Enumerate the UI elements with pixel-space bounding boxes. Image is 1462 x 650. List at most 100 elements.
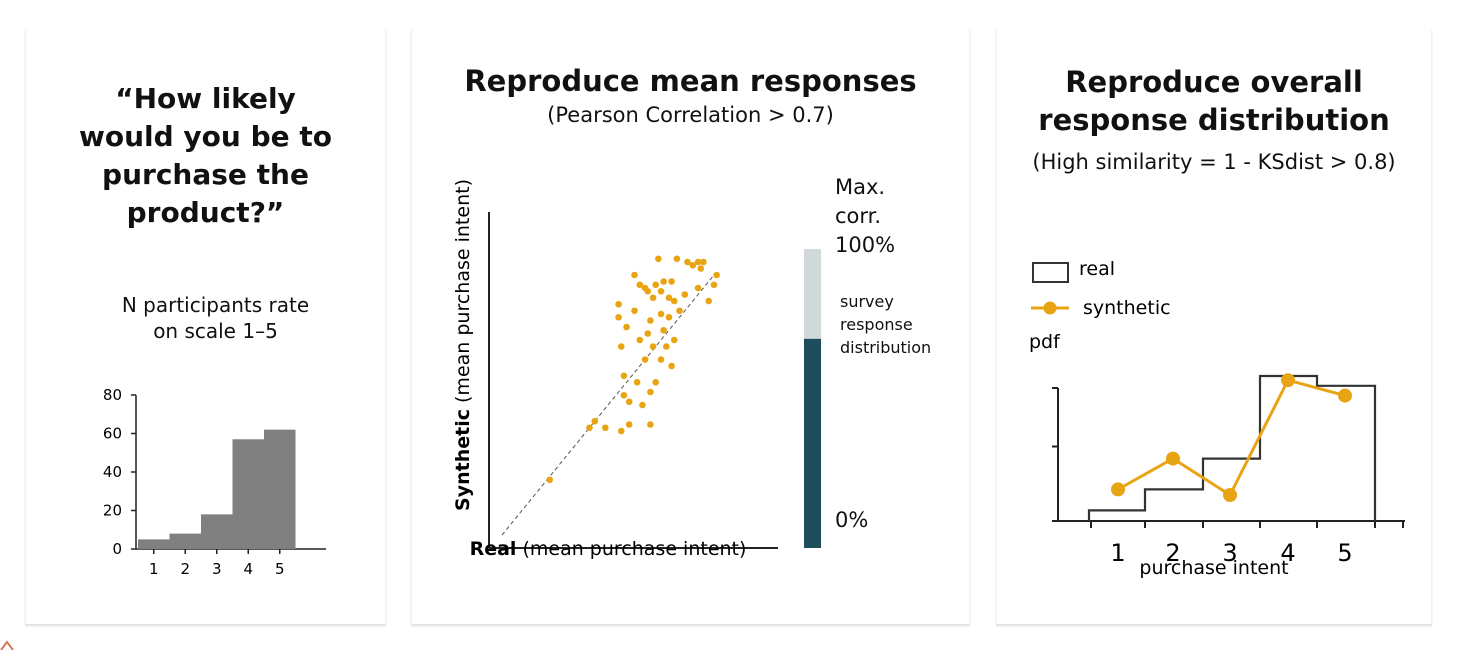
scatter-point — [657, 310, 665, 318]
scatter-point — [636, 336, 644, 344]
scatter-point — [681, 291, 689, 298]
scatter-chart: Synthetic (mean purchase intent) Real (m… — [452, 179, 821, 560]
scatter-point — [647, 317, 654, 324]
scatter-point — [697, 265, 705, 272]
scatter-point — [660, 278, 667, 285]
synthetic-marker — [1281, 373, 1295, 388]
scatter-point — [631, 271, 638, 279]
scatter-points — [546, 255, 720, 484]
histogram-bar — [232, 439, 264, 549]
scatter-point — [705, 297, 712, 305]
question-card: “How likely would you be to purchase the… — [25, 30, 386, 624]
scatter-point — [615, 300, 622, 308]
scatter-point — [649, 343, 657, 350]
scatter-point — [670, 336, 678, 344]
scatter-point — [665, 294, 673, 302]
scatter-point — [591, 417, 599, 425]
pdf-label: pdf — [1029, 331, 1061, 353]
scatter-point — [673, 255, 681, 263]
distribution-axes — [1052, 387, 1405, 528]
x-tick-label: 5 — [275, 560, 285, 578]
y-axis-label: Synthetic (mean purchase intent) — [452, 179, 474, 511]
scatter-point — [586, 424, 593, 432]
distribution-x-label: purchase intent — [1139, 557, 1288, 579]
rating-histogram: 0 20 40 60 80 1 2 3 4 5 — [103, 386, 326, 578]
legend-real-swatch — [1032, 262, 1069, 283]
histogram-bar — [138, 539, 170, 549]
distribution-card: Reproduce overall response distribution … — [996, 30, 1432, 624]
scatter-point — [663, 343, 670, 350]
mean-responses-subtitle: (Pearson Correlation > 0.7) — [547, 103, 834, 127]
pdf-x-tick-label: 1 — [1110, 539, 1125, 567]
scatter-point — [694, 284, 702, 292]
scatter-point — [617, 343, 625, 350]
scatter-point — [620, 372, 628, 380]
scatter-point — [710, 281, 718, 289]
legend-synthetic-label: synthetic — [1083, 297, 1171, 319]
histogram-tick-labels: 0 20 40 60 80 1 2 3 4 5 — [103, 386, 285, 578]
scatter-point — [660, 326, 667, 334]
scatter-point — [647, 421, 654, 428]
scatter-point — [546, 476, 553, 484]
scatter-point — [631, 307, 638, 315]
x-tick-label: 1 — [149, 560, 159, 578]
scatter-point — [700, 258, 707, 266]
scatter-point — [655, 255, 662, 263]
scatter-point — [670, 297, 678, 305]
real-step-series — [1087, 374, 1377, 521]
synthetic-marker — [1338, 388, 1352, 403]
pdf-x-tick-label: 3 — [1222, 539, 1237, 567]
scatter-point — [652, 378, 659, 386]
scatter-point — [694, 258, 702, 266]
y-tick-label: 20 — [103, 502, 122, 520]
scatter-point — [713, 271, 720, 279]
scatter-point — [633, 378, 641, 386]
scatter-point — [649, 294, 657, 302]
x-tick-label: 4 — [243, 560, 253, 578]
histogram-bar — [169, 533, 201, 549]
pdf-x-tick-label: 5 — [1337, 539, 1352, 567]
correlation-bar-fill — [804, 338, 821, 548]
distribution-chart: real synthetic pdf 1 2 3 4 5 purchase intent — [1029, 258, 1405, 579]
corner-mark-icon — [0, 640, 14, 650]
histogram-bar — [264, 429, 296, 549]
scatter-axes — [488, 212, 778, 549]
bar-mid-label: survey response distribution — [840, 292, 932, 357]
distribution-subtitle: (High similarity = 1 - KSdist > 0.8) — [1032, 150, 1396, 174]
real-step-line — [1087, 374, 1377, 521]
scatter-point — [639, 401, 646, 409]
y-tick-label: 80 — [103, 386, 122, 404]
x-axis-label: Real (mean purchase intent) — [470, 538, 747, 560]
histogram-bar — [201, 514, 233, 549]
x-tick-label: 2 — [180, 560, 190, 578]
scatter-point — [641, 356, 649, 363]
scatter-point — [668, 278, 675, 285]
synthetic-marker — [1111, 482, 1125, 497]
mean-responses-title: Reproduce mean responses — [464, 64, 917, 98]
synthetic-marker — [1166, 451, 1180, 466]
y-tick-label: 60 — [103, 425, 122, 443]
scatter-point — [676, 307, 683, 315]
scatter-point — [625, 421, 633, 428]
y-tick-label: 40 — [103, 463, 122, 481]
legend-real-label: real — [1079, 258, 1115, 280]
scatter-point — [641, 284, 649, 292]
synthetic-marker — [1223, 488, 1237, 502]
scatter-point — [620, 391, 628, 399]
scatter-point — [668, 362, 675, 370]
identity-reference-line — [501, 274, 715, 536]
scatter-point — [625, 398, 633, 406]
scatter-point — [623, 323, 630, 331]
histogram-bars — [138, 429, 296, 549]
distribution-legend: real synthetic — [1031, 258, 1171, 319]
question-title: “How likely would you be to purchase the… — [79, 82, 332, 229]
scatter-point — [615, 313, 622, 321]
scatter-point — [684, 258, 691, 266]
scatter-point — [689, 261, 697, 269]
y-tick-label: 0 — [112, 540, 122, 558]
scatter-point — [657, 287, 665, 295]
scatter-point — [617, 427, 625, 435]
synthetic-line — [1117, 378, 1346, 498]
bar-top-label: Max. corr. 100% — [835, 175, 896, 257]
scatter-point — [665, 313, 673, 321]
